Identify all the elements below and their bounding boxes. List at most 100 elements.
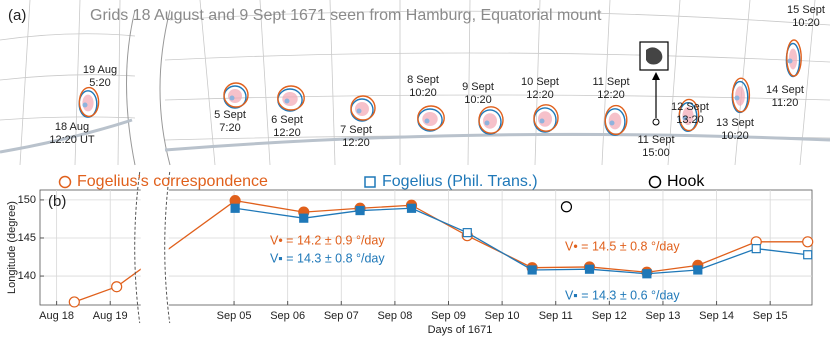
marker (803, 250, 813, 260)
legend-label: Fogelius’s correspondence (77, 173, 268, 190)
sketch-label-line: 10:20 (409, 87, 437, 99)
sketch-label-line: 12 Sept (671, 101, 709, 113)
sketch-label-line: 7 Sept (340, 124, 372, 136)
sketch-spots (355, 102, 369, 116)
sketch-spot (284, 98, 290, 104)
sketch-label-line: 7:20 (219, 122, 240, 134)
sketch-label: 12 Sept 13:20 (671, 101, 709, 126)
sketch-label-line: 14 Sept (766, 84, 804, 96)
sketch-label-line: 13:20 (676, 114, 704, 126)
sketch-orange (350, 95, 376, 121)
x-tick-label: Sep 13 (646, 310, 681, 322)
marker (802, 236, 814, 248)
sketch-spot (484, 120, 490, 126)
marker (462, 228, 472, 238)
panel-a: (a) Grids 18 August and 9 Sept 1671 seen… (0, 0, 830, 166)
sketch-orange (678, 98, 700, 132)
sketch-orange (277, 85, 305, 111)
sketch-label: 11 Sept 12:20 (592, 76, 629, 101)
sketch-label-line: 10:20 (792, 17, 820, 29)
sketch-orange (786, 39, 802, 77)
sketch-label: 15 Sept 10:20 (787, 4, 825, 29)
sketch-label: 10 Sept 12:20 (521, 76, 559, 101)
sketch-spot (787, 58, 793, 64)
marker (560, 201, 573, 213)
x-tick-label: Sep 07 (324, 310, 359, 322)
marker (230, 203, 240, 213)
sky-grid (0, 0, 136, 166)
sketch-label-line: 12:20 (597, 89, 625, 101)
sketch-orange (731, 77, 751, 113)
x-tick-label: Sep 10 (485, 310, 520, 322)
break-mark (134, 171, 141, 324)
sketch-label: 18 Aug 12:20 UT (49, 121, 95, 146)
x-tick-label: Sep 09 (431, 310, 466, 322)
annotation: V• = 14.5 ± 0.8 °/day (565, 239, 680, 253)
sketch-spot (734, 95, 740, 101)
sketch-orange (533, 104, 559, 132)
sketch-label-line: 11 Sept (637, 134, 674, 146)
sketch-spots (483, 113, 497, 129)
legend-label: Fogelius (Phil. Trans.) (382, 173, 538, 190)
x-tick-label: Sep 11 (539, 310, 573, 322)
sketch-spots (422, 112, 438, 126)
marker (642, 269, 652, 279)
sketch-label: 6 Sept 12:20 (271, 114, 303, 139)
sketch-label: 19 Aug 5:20 (83, 64, 117, 89)
y-tick-label: 140 (18, 270, 36, 282)
sketch-spot (229, 95, 235, 101)
break-mark (164, 171, 171, 324)
marker (68, 296, 80, 308)
x-axis-label: Days of 1671 (428, 324, 493, 336)
sketch-spots (228, 89, 242, 103)
sketch-spot (424, 118, 430, 124)
x-tick-label: Sep 14 (699, 310, 734, 322)
sketch-label-line: 18 Aug (55, 121, 89, 133)
limb-band (0, 118, 133, 154)
y-tick-label: 145 (18, 232, 36, 244)
panel-label: (b) (48, 193, 66, 210)
sketch-orange (223, 82, 249, 108)
sketch-spots (788, 48, 798, 70)
sketch-label-line: 12:20 (273, 127, 301, 139)
sketch-spots (735, 86, 745, 106)
sketch-label-line: 5:20 (89, 77, 110, 89)
sketch-spots (282, 92, 298, 106)
marker (406, 203, 417, 213)
sketch-spot (82, 102, 88, 108)
sketch-label-line: 10:20 (464, 94, 492, 106)
sketch-spots (682, 106, 694, 126)
axis-break (140, 188, 169, 307)
y-tick-label: 150 (18, 194, 36, 206)
annotation: V• = 14.2 ± 0.9 °/day (270, 233, 385, 247)
sketch-label-line: 12:20 (342, 137, 370, 149)
sketch-label: 8 Sept 10:20 (407, 74, 439, 99)
marker (751, 244, 761, 254)
sketch-label-line: 19 Aug (83, 64, 117, 76)
sketches (78, 39, 802, 136)
legend-marker (58, 175, 72, 189)
sketch-label-line: 6 Sept (271, 114, 303, 126)
sketch-spots (538, 111, 552, 127)
sketch-label-line: 12:20 UT (49, 134, 95, 146)
limb-band (164, 132, 830, 152)
marker (693, 265, 703, 275)
inset-sketch (646, 47, 663, 65)
legend-marker (648, 175, 662, 189)
sketch-spot (682, 115, 688, 121)
panel-label: (a) (8, 7, 26, 24)
sketch-label-line: 15:00 (642, 147, 670, 159)
sketch-orange (604, 104, 628, 136)
sketch-label-line: 13 Sept (716, 117, 754, 129)
sketch-orange (417, 105, 445, 131)
sketch-label-line: 11:20 (772, 97, 799, 109)
sketch-label-line: 5 Sept (214, 109, 246, 121)
sketch-label-line: 12:20 (526, 89, 554, 101)
sketch-label: 13 Sept 10:20 (716, 117, 754, 142)
sketch-label: 14 Sept 11:20 (766, 84, 804, 109)
sketch-label-line: 15 Sept (787, 4, 825, 16)
limb (159, 9, 171, 166)
marker (527, 265, 537, 275)
sketch-label: 11 Sept 15:00 (637, 134, 674, 159)
